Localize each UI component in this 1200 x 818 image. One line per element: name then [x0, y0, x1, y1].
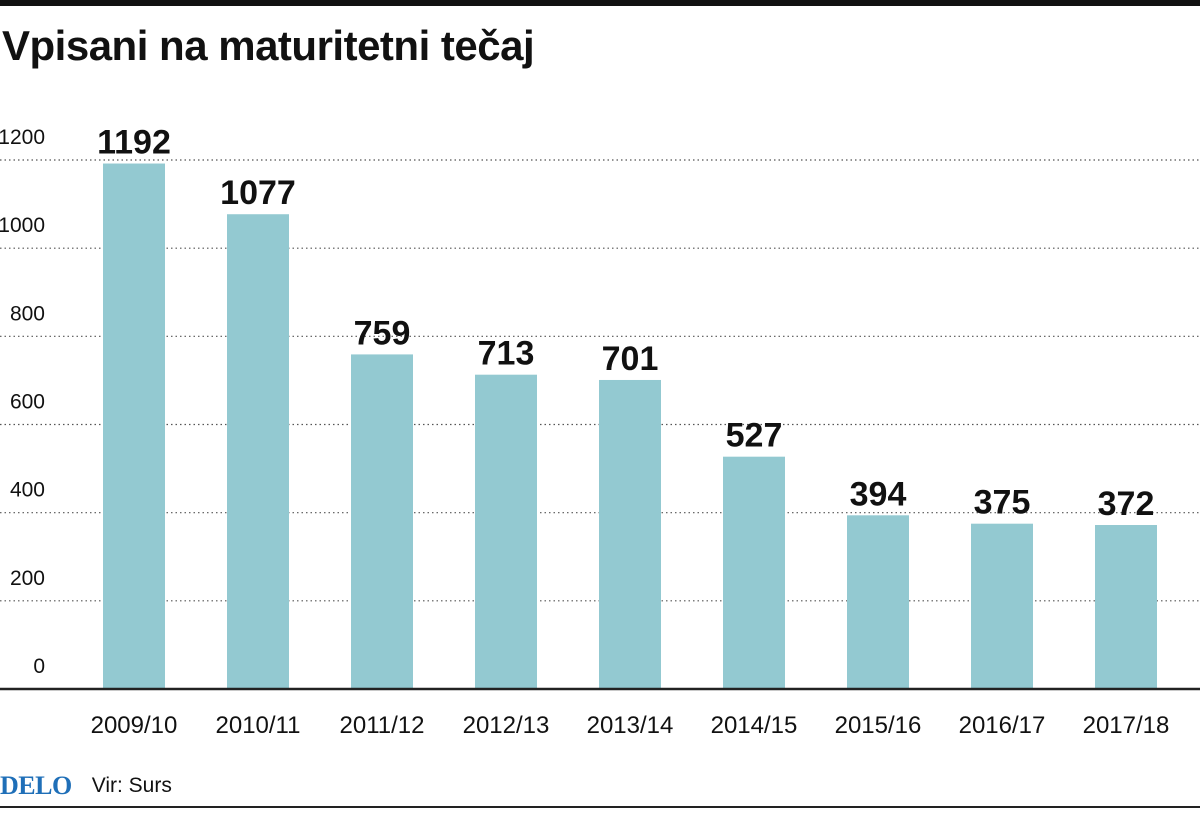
- delo-logo: DELO: [0, 771, 72, 800]
- data-label: 372: [1098, 485, 1155, 523]
- bar: [847, 515, 909, 689]
- y-tick-label: 200: [10, 567, 45, 590]
- x-tick-label: 2014/15: [711, 712, 798, 739]
- y-tick-label: 600: [10, 391, 45, 414]
- data-label: 394: [850, 475, 907, 513]
- x-tick-label: 2012/13: [463, 712, 550, 739]
- bar: [971, 523, 1033, 689]
- bar: [599, 379, 661, 689]
- x-tick-label: 2013/14: [587, 712, 674, 739]
- bar: [475, 374, 537, 689]
- bar: [351, 354, 413, 689]
- data-label: 1077: [220, 174, 296, 212]
- x-tick-label: 2016/17: [959, 712, 1046, 739]
- y-tick-label: 0: [33, 655, 45, 678]
- data-label: 713: [478, 335, 535, 373]
- data-label: 759: [354, 314, 411, 352]
- data-label: 527: [726, 417, 783, 455]
- bar: [103, 163, 165, 689]
- x-tick-label: 2015/16: [835, 712, 922, 739]
- bottom-rule: [0, 806, 1200, 818]
- bar: [723, 456, 785, 689]
- data-label: 1192: [97, 124, 171, 162]
- bar: [227, 214, 289, 689]
- bar-chart: 0 200 400 600 800 1000 1200 1192 2009/10 1077 2010…: [0, 124, 1200, 739]
- y-tick-label: 1200: [0, 126, 45, 149]
- y-tick-label: 800: [10, 302, 45, 325]
- y-tick-label: 400: [10, 479, 45, 502]
- source-note: Vir: Surs: [91, 774, 172, 797]
- chart-title: Vpisani na maturitetni tečaj: [2, 22, 535, 69]
- data-label: 701: [602, 340, 659, 378]
- x-tick-label: 2010/11: [216, 712, 301, 739]
- bar: [1095, 525, 1157, 689]
- x-tick-label: 2009/10: [91, 712, 178, 739]
- footer: DELO Vir: Surs: [0, 768, 172, 804]
- x-tick-label: 2011/12: [340, 712, 425, 739]
- top-rule: [0, 0, 1200, 6]
- y-tick-label: 1000: [0, 214, 45, 237]
- data-label: 375: [974, 484, 1031, 522]
- x-tick-label: 2017/18: [1083, 712, 1170, 739]
